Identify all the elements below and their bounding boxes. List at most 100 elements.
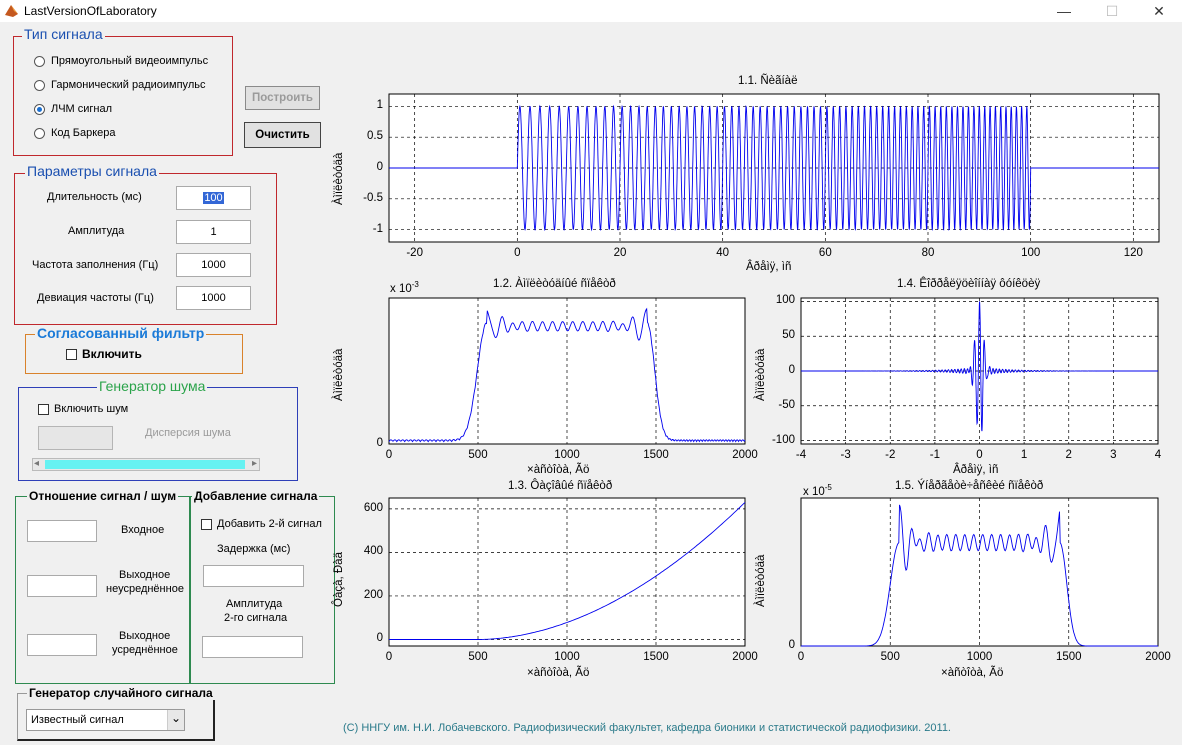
plot-1-2-xtick: 1500 <box>643 449 669 461</box>
plot-1-4-xtick: 3 <box>1110 449 1117 461</box>
amp2-label-1: Амплитуда <box>226 598 283 610</box>
plot-1-3-xtick: 2000 <box>732 651 758 663</box>
matched-filter-checkbox[interactable]: Включить <box>66 347 142 361</box>
correlation-line <box>801 301 1158 432</box>
plot-1-3-ylabel: Ôàçà, Ðàä <box>333 552 345 607</box>
plot-1-4-ytick: -50 <box>778 398 795 411</box>
radio-icon[interactable] <box>34 127 45 139</box>
energy-spectrum-line <box>801 504 1158 647</box>
snr-group: Отношение сигнал / шум Входное Выходное … <box>15 489 190 684</box>
plot-1-5-ytick: 0 <box>788 639 795 651</box>
plot-1-1-ytick: 1 <box>376 99 383 112</box>
footer-credits: (C) ННГУ им. Н.И. Лобачевского. Радиофиз… <box>343 722 951 734</box>
plot-1-5-xtick: 500 <box>880 651 900 663</box>
snr-title: Отношение сигнал / шум <box>27 489 179 503</box>
amplitude-field[interactable]: 1 <box>176 220 251 244</box>
plot-1-1-ytick: -1 <box>372 222 383 235</box>
plot-1-1-ytick: 0 <box>376 161 383 173</box>
plot-1-5-ylabel: Àìïëèòóäà <box>755 554 767 607</box>
add-signal-title: Добавление сигнала <box>192 489 320 503</box>
random-gen-select[interactable]: Известный сигнал ⌄ <box>26 709 185 731</box>
plot-1-1-xtick: 40 <box>716 247 730 259</box>
noise-slider[interactable]: ◂ ▸ <box>32 458 260 471</box>
snr-out-raw-label-2: неусреднённое <box>106 583 184 595</box>
radio-icon[interactable] <box>34 79 45 91</box>
plot-1-1-xtick: 100 <box>1021 247 1041 259</box>
chevron-down-icon[interactable]: ⌄ <box>167 710 184 730</box>
plot-1-1-ytick: -0.5 <box>363 191 383 204</box>
plot-1-2-xtick: 500 <box>468 449 488 461</box>
frequency-field[interactable]: 1000 <box>176 253 251 277</box>
plot-1-4-ylabel: Àìïëèòóäà <box>755 348 767 401</box>
random-gen-selected: Известный сигнал <box>31 714 124 726</box>
plot-1-3-xlabel: ×àñòîòà, Ãö <box>527 667 590 679</box>
radio-barker-code[interactable]: Код Баркера <box>34 125 116 141</box>
add-signal-checkbox[interactable]: Добавить 2-й сигнал <box>201 518 322 530</box>
checkbox-icon[interactable] <box>38 403 49 415</box>
plot-1-2-xtick: 0 <box>385 449 393 461</box>
radio-rect-pulse[interactable]: Прямоугольный видеоимпульс <box>34 53 208 69</box>
amplitude-spectrum-line <box>388 307 746 443</box>
plot-1-4 <box>800 297 1159 445</box>
plot-1-3-xtick: 0 <box>385 651 393 663</box>
slider-right-arrow-icon[interactable]: ▸ <box>251 458 257 469</box>
plot-1-4-xtick: -1 <box>929 449 940 461</box>
noise-variance-field[interactable] <box>38 426 113 450</box>
radio-lfm-signal[interactable]: ЛЧМ сигнал <box>34 101 112 117</box>
plot-1-3-xtick: 1500 <box>643 651 669 663</box>
signal-type-title: Тип сигнала <box>22 26 105 42</box>
deviation-field[interactable]: 1000 <box>176 286 251 310</box>
plot-1-4-xtick: -3 <box>840 449 851 461</box>
duration-field[interactable]: 100 <box>176 186 251 210</box>
frequency-label: Частота заполнения (Гц) <box>32 259 159 271</box>
plot-1-1-xtick: -20 <box>406 247 423 259</box>
snr-out-avg-field[interactable] <box>27 634 97 656</box>
plot-1-2-ytick: 0 <box>376 437 383 449</box>
minimize-button[interactable]: — <box>1057 3 1071 19</box>
plot-1-4-xtick: 0 <box>976 449 983 461</box>
snr-input-field[interactable] <box>27 520 97 542</box>
plot-1-1-title: 1.1. Ñèãíàë <box>738 75 798 87</box>
plot-1-1-xtick: 20 <box>613 247 627 259</box>
random-gen-title: Генератор случайного сигнала <box>27 686 215 700</box>
plot-1-1-xtick: 0 <box>514 247 521 259</box>
plot-1-2-exponent: x 10-3 <box>390 280 419 295</box>
plot-1-3 <box>388 497 746 647</box>
matched-filter-title: Согласованный фильтр <box>35 325 207 341</box>
maximize-button[interactable]: ☐ <box>1105 3 1119 19</box>
plot-1-5 <box>800 497 1159 647</box>
noise-checkbox[interactable]: Включить шум <box>38 403 128 415</box>
snr-out-raw-field[interactable] <box>27 575 97 597</box>
plot-1-3-ytick: 400 <box>363 545 383 558</box>
plot-1-5-title: 1.5. Ýíåðãåòè÷åñêèé ñïåêòð <box>895 480 1044 492</box>
slider-left-arrow-icon[interactable]: ◂ <box>34 458 40 469</box>
amp2-field[interactable] <box>202 636 303 658</box>
plot-1-4-ytick: 100 <box>775 294 795 307</box>
plot-1-1-ytick: 0.5 <box>367 130 383 143</box>
plot-1-5-xtick: 0 <box>797 651 805 663</box>
slider-track[interactable] <box>45 460 245 469</box>
checkbox-icon[interactable] <box>201 518 212 530</box>
clear-button[interactable]: Очистить <box>244 122 321 148</box>
build-button[interactable]: Построить <box>245 86 320 110</box>
radio-selected-icon[interactable] <box>34 103 45 115</box>
noise-group: Генератор шума Включить шум Дисперсия шу… <box>18 378 298 481</box>
close-button[interactable]: ✕ <box>1153 3 1165 19</box>
delay-field[interactable] <box>203 565 304 587</box>
random-gen-group: Генератор случайного сигнала Известный с… <box>17 686 215 741</box>
plot-1-2-xlabel: ×àñòîòà, Ãö <box>527 464 590 476</box>
plot-1-2-xtick: 2000 <box>732 449 758 461</box>
plot-1-1-xtick: 120 <box>1123 247 1143 259</box>
plot-1-1-xtick: 60 <box>818 247 832 259</box>
plot-1-5-xtick: 2000 <box>1145 651 1171 663</box>
matched-filter-group: Согласованный фильтр Включить <box>25 325 243 374</box>
plot-1-1-ylabel: Àìïëèòóäà <box>333 152 345 205</box>
plot-1-3-xtick: 1000 <box>554 651 580 663</box>
plot-1-4-xtick: 1 <box>1020 449 1028 461</box>
window-title: LastVersionOfLaboratory <box>24 4 157 18</box>
radio-icon[interactable] <box>34 55 45 67</box>
snr-out-avg-label-1: Выходное <box>119 630 171 642</box>
plot-1-4-xtick: 2 <box>1065 449 1072 461</box>
radio-harmonic-pulse[interactable]: Гармонический радиоимпульс <box>34 77 205 93</box>
checkbox-icon[interactable] <box>66 349 77 361</box>
